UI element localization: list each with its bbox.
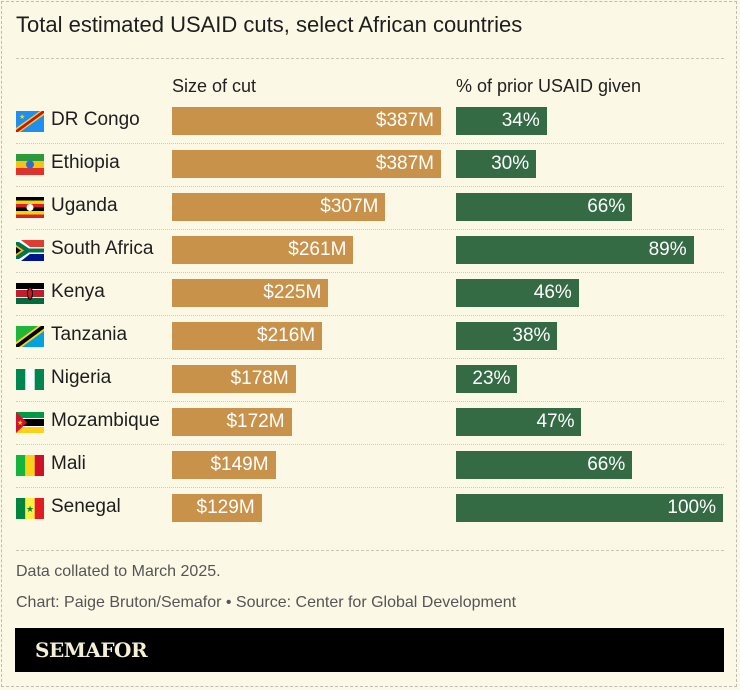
percent-bar: 30% [456,150,537,178]
chart-row: ★ Senegal $129M 100% [0,487,740,530]
svg-text:★: ★ [17,419,23,427]
row-separator [16,229,724,230]
percent-bar: 47% [456,408,582,436]
percent-bar: 23% [456,365,518,393]
percent-bar: 100% [456,494,723,522]
percent-bar: 66% [456,193,633,221]
cut-bar: $172M [172,408,292,436]
percent-value-label: 66% [587,196,626,217]
cut-bar: $387M [172,150,441,178]
source-credit: Chart: Paige Bruton/Semafor • Source: Ce… [16,594,517,611]
chart-row: Kenya $225M 46% [0,272,740,315]
cut-bar: $261M [172,236,354,264]
chart-title: Total estimated USAID cuts, select Afric… [16,12,523,37]
country-label: Mali [51,453,86,474]
country-label: Uganda [51,195,118,216]
chart-row: ★ DR Congo $387M 34% [0,100,740,143]
percent-bar: 34% [456,107,547,135]
svg-text:★: ★ [26,504,34,514]
flag-sn-icon: ★ [16,498,44,519]
flag-ml-icon [16,455,44,476]
country-label: Kenya [51,281,105,302]
flag-cd-icon: ★ [16,111,44,132]
row-separator [16,315,724,316]
flag-ng-icon [16,369,44,390]
country-label: Nigeria [51,367,112,388]
semafor-logo: SEMAFOR [35,638,148,662]
chart-row: Mali $149M 66% [0,444,740,487]
cut-bar: $307M [172,193,386,221]
row-separator [16,401,724,402]
row-separator [16,487,724,488]
chart-row: South Africa $261M 89% [0,229,740,272]
percent-value-label: 47% [536,411,575,432]
percent-value-label: 100% [667,497,716,518]
row-separator [16,186,724,187]
percent-bar: 89% [456,236,694,264]
country-label: DR Congo [51,109,140,130]
country-label: Senegal [51,496,121,517]
country-label: Mozambique [51,410,160,431]
chart-row: Nigeria $178M 23% [0,358,740,401]
flag-ug-icon [16,197,44,218]
row-separator [16,272,724,273]
percent-value-label: 34% [501,110,540,131]
flag-za-icon [16,240,44,261]
row-separator [16,444,724,445]
flag-mz-icon: ★ [16,412,44,433]
percent-bar: 38% [456,322,558,350]
flag-tz-icon [16,326,44,347]
cut-value-label: $387M [375,110,434,131]
cut-value-label: $261M [288,239,347,260]
percent-value-label: 38% [512,325,551,346]
percent-bar: 66% [456,451,633,479]
percent-value-label: 89% [648,239,687,260]
svg-text:★: ★ [19,113,25,121]
cut-value-label: $225M [263,282,322,303]
cut-value-label: $172M [226,411,285,432]
chart-row: Uganda $307M 66% [0,186,740,229]
column-header-percent: % of prior USAID given [456,76,642,96]
row-separator [16,358,724,359]
cut-bar: $216M [172,322,323,350]
country-label: South Africa [51,238,154,259]
percent-bar: 46% [456,279,579,307]
cut-value-label: $149M [210,454,269,475]
cut-value-label: $307M [320,196,379,217]
percent-value-label: 66% [587,454,626,475]
cut-value-label: $216M [257,325,316,346]
percent-value-label: 30% [491,153,530,174]
chart-row: ★ Mozambique $172M 47% [0,401,740,444]
cut-bar: $149M [172,451,276,479]
percent-value-label: 46% [533,282,572,303]
chart-row: Tanzania $216M 38% [0,315,740,358]
cut-bar: $387M [172,107,441,135]
row-separator [16,143,724,144]
brand-band: SEMAFOR [15,628,724,672]
cut-value-label: $178M [230,368,289,389]
cut-bar: $129M [172,494,262,522]
cut-value-label: $387M [375,153,434,174]
country-label: Ethiopia [51,152,120,173]
divider [16,58,724,59]
cut-bar: $225M [172,279,329,307]
country-label: Tanzania [51,324,128,345]
chart-row: Ethiopia $387M 30% [0,143,740,186]
flag-ke-icon [16,283,44,304]
cut-bar: $178M [172,365,296,393]
flag-et-icon [16,154,44,175]
data-note: Data collated to March 2025. [16,563,221,580]
percent-value-label: 23% [472,368,511,389]
cut-value-label: $129M [196,497,255,518]
divider [16,550,724,551]
column-header-cut: Size of cut [172,76,257,96]
